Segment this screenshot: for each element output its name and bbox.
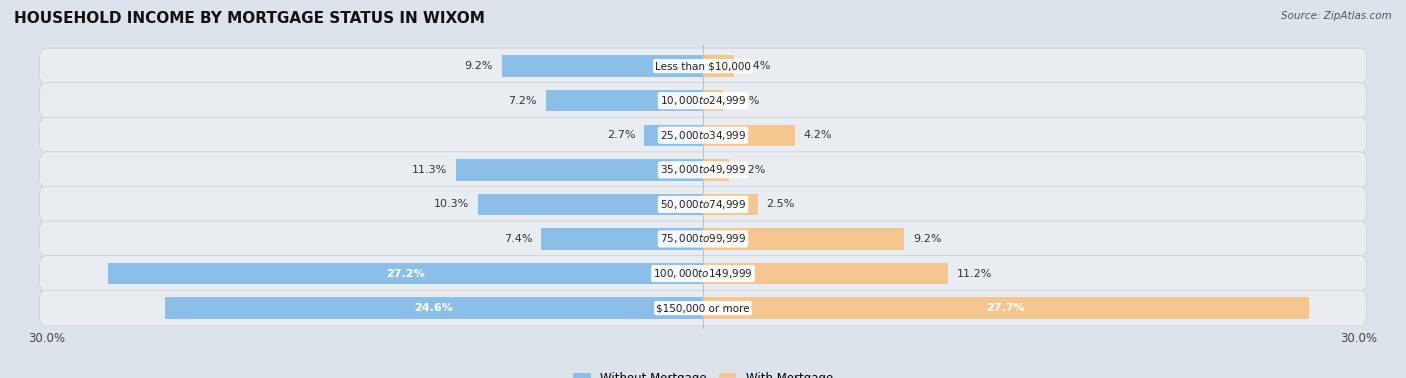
Bar — [703, 263, 948, 284]
Bar — [703, 297, 1309, 319]
Text: 27.7%: 27.7% — [987, 303, 1025, 313]
Text: 2.7%: 2.7% — [607, 130, 636, 140]
Bar — [546, 90, 703, 112]
Text: 1.4%: 1.4% — [742, 61, 770, 71]
Bar — [456, 159, 703, 181]
Bar — [165, 297, 703, 319]
Bar — [478, 194, 703, 215]
FancyBboxPatch shape — [39, 48, 1367, 84]
Text: 9.2%: 9.2% — [912, 234, 942, 244]
Bar — [703, 159, 730, 181]
FancyBboxPatch shape — [39, 256, 1367, 291]
Text: Less than $10,000: Less than $10,000 — [655, 61, 751, 71]
Bar — [703, 124, 794, 146]
Text: 7.4%: 7.4% — [503, 234, 533, 244]
FancyBboxPatch shape — [39, 290, 1367, 326]
Text: HOUSEHOLD INCOME BY MORTGAGE STATUS IN WIXOM: HOUSEHOLD INCOME BY MORTGAGE STATUS IN W… — [14, 11, 485, 26]
Text: $50,000 to $74,999: $50,000 to $74,999 — [659, 198, 747, 211]
Legend: Without Mortgage, With Mortgage: Without Mortgage, With Mortgage — [574, 372, 832, 378]
Text: 0.9%: 0.9% — [731, 96, 759, 106]
FancyBboxPatch shape — [39, 83, 1367, 119]
Text: 7.2%: 7.2% — [509, 96, 537, 106]
Bar — [703, 90, 723, 112]
Bar — [644, 124, 703, 146]
Bar — [541, 228, 703, 250]
Text: Source: ZipAtlas.com: Source: ZipAtlas.com — [1281, 11, 1392, 21]
Bar — [703, 194, 758, 215]
Text: 1.2%: 1.2% — [738, 165, 766, 175]
Text: 11.3%: 11.3% — [412, 165, 447, 175]
Text: $10,000 to $24,999: $10,000 to $24,999 — [659, 94, 747, 107]
Text: $25,000 to $34,999: $25,000 to $34,999 — [659, 129, 747, 142]
Text: 2.5%: 2.5% — [766, 200, 794, 209]
Text: $100,000 to $149,999: $100,000 to $149,999 — [654, 267, 752, 280]
Text: $35,000 to $49,999: $35,000 to $49,999 — [659, 163, 747, 176]
FancyBboxPatch shape — [39, 117, 1367, 153]
Text: $150,000 or more: $150,000 or more — [657, 303, 749, 313]
Bar — [108, 263, 703, 284]
Text: 9.2%: 9.2% — [464, 61, 494, 71]
FancyBboxPatch shape — [39, 221, 1367, 257]
Text: 27.2%: 27.2% — [387, 268, 425, 279]
Text: 11.2%: 11.2% — [956, 268, 993, 279]
Text: 24.6%: 24.6% — [415, 303, 453, 313]
FancyBboxPatch shape — [39, 152, 1367, 188]
Text: 10.3%: 10.3% — [433, 200, 470, 209]
Bar — [703, 56, 734, 77]
Text: 4.2%: 4.2% — [804, 130, 832, 140]
Bar — [502, 56, 703, 77]
FancyBboxPatch shape — [39, 186, 1367, 222]
Bar — [703, 228, 904, 250]
Text: $75,000 to $99,999: $75,000 to $99,999 — [659, 232, 747, 245]
